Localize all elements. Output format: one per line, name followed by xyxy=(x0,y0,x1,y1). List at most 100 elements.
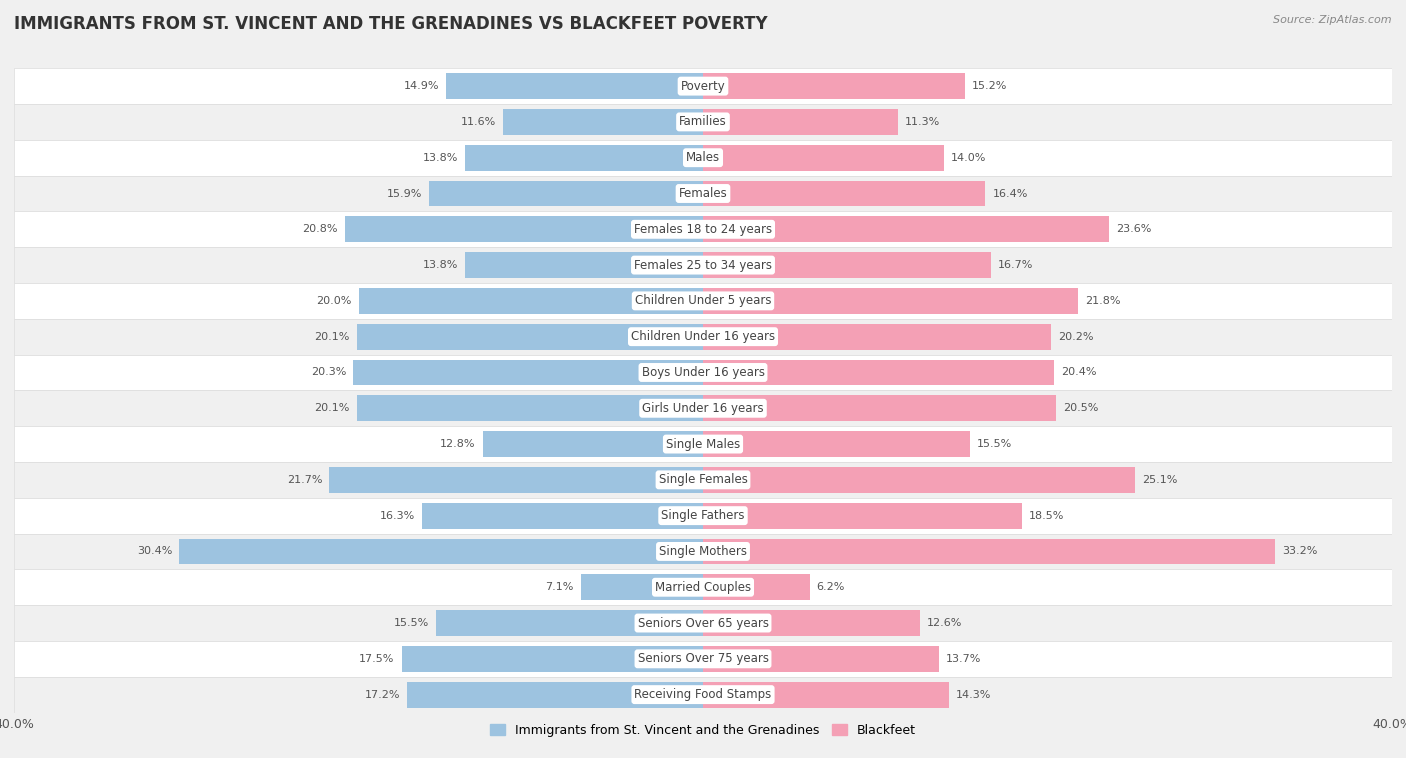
Text: Single Fathers: Single Fathers xyxy=(661,509,745,522)
Bar xyxy=(357,396,703,421)
Bar xyxy=(703,359,1054,385)
Text: 18.5%: 18.5% xyxy=(1029,511,1064,521)
Text: Source: ZipAtlas.com: Source: ZipAtlas.com xyxy=(1274,15,1392,25)
Text: 16.4%: 16.4% xyxy=(993,189,1028,199)
Bar xyxy=(581,575,703,600)
Text: Poverty: Poverty xyxy=(681,80,725,92)
Bar xyxy=(357,324,703,349)
Bar xyxy=(14,176,1392,211)
Bar xyxy=(446,74,703,99)
Bar xyxy=(703,252,991,278)
Text: 14.0%: 14.0% xyxy=(950,152,987,163)
Bar xyxy=(703,109,897,135)
Text: 20.1%: 20.1% xyxy=(315,403,350,413)
Text: Children Under 5 years: Children Under 5 years xyxy=(634,294,772,308)
Bar xyxy=(344,217,703,243)
Text: 20.5%: 20.5% xyxy=(1063,403,1098,413)
Bar xyxy=(14,390,1392,426)
Bar xyxy=(14,498,1392,534)
Bar xyxy=(14,605,1392,641)
Bar xyxy=(703,431,970,457)
Text: 20.1%: 20.1% xyxy=(315,332,350,342)
Bar xyxy=(703,539,1275,564)
Bar xyxy=(406,681,703,707)
Text: 20.8%: 20.8% xyxy=(302,224,337,234)
Bar xyxy=(703,74,965,99)
Text: 33.2%: 33.2% xyxy=(1282,547,1317,556)
Text: 14.9%: 14.9% xyxy=(404,81,440,91)
Text: 7.1%: 7.1% xyxy=(546,582,574,592)
Text: 30.4%: 30.4% xyxy=(138,547,173,556)
Text: 13.8%: 13.8% xyxy=(423,260,458,270)
Bar xyxy=(14,569,1392,605)
Bar xyxy=(14,283,1392,319)
Bar xyxy=(422,503,703,528)
Text: 12.8%: 12.8% xyxy=(440,439,475,449)
Text: 20.0%: 20.0% xyxy=(316,296,352,306)
Bar xyxy=(703,575,810,600)
Text: Boys Under 16 years: Boys Under 16 years xyxy=(641,366,765,379)
Bar xyxy=(703,288,1078,314)
Bar xyxy=(703,681,949,707)
Bar xyxy=(14,355,1392,390)
Bar xyxy=(703,324,1050,349)
Text: 21.7%: 21.7% xyxy=(287,475,322,485)
Text: 12.6%: 12.6% xyxy=(927,618,962,628)
Text: Single Females: Single Females xyxy=(658,473,748,487)
Bar xyxy=(14,641,1392,677)
Text: 20.4%: 20.4% xyxy=(1062,368,1097,377)
Bar xyxy=(465,145,703,171)
Text: Children Under 16 years: Children Under 16 years xyxy=(631,330,775,343)
Bar xyxy=(465,252,703,278)
Bar xyxy=(14,426,1392,462)
Bar xyxy=(359,288,703,314)
Bar xyxy=(482,431,703,457)
Bar xyxy=(180,539,703,564)
Text: Married Couples: Married Couples xyxy=(655,581,751,594)
Text: 21.8%: 21.8% xyxy=(1085,296,1121,306)
Text: 17.2%: 17.2% xyxy=(364,690,399,700)
Bar xyxy=(703,610,920,636)
Text: Females 25 to 34 years: Females 25 to 34 years xyxy=(634,258,772,271)
Text: Single Mothers: Single Mothers xyxy=(659,545,747,558)
Text: Seniors Over 75 years: Seniors Over 75 years xyxy=(637,653,769,666)
Bar xyxy=(429,180,703,206)
Text: 20.2%: 20.2% xyxy=(1057,332,1094,342)
Legend: Immigrants from St. Vincent and the Grenadines, Blackfeet: Immigrants from St. Vincent and the Gren… xyxy=(485,719,921,742)
Text: 13.8%: 13.8% xyxy=(423,152,458,163)
Bar xyxy=(353,359,703,385)
Text: Seniors Over 65 years: Seniors Over 65 years xyxy=(637,616,769,630)
Text: 6.2%: 6.2% xyxy=(817,582,845,592)
Bar xyxy=(14,104,1392,139)
Bar xyxy=(703,145,945,171)
Bar xyxy=(703,503,1022,528)
Bar xyxy=(703,180,986,206)
Text: Females 18 to 24 years: Females 18 to 24 years xyxy=(634,223,772,236)
Bar xyxy=(14,462,1392,498)
Text: 15.5%: 15.5% xyxy=(394,618,429,628)
Bar xyxy=(14,534,1392,569)
Text: Single Males: Single Males xyxy=(666,437,740,450)
Bar xyxy=(14,68,1392,104)
Bar xyxy=(703,646,939,672)
Text: 15.5%: 15.5% xyxy=(977,439,1012,449)
Text: 14.3%: 14.3% xyxy=(956,690,991,700)
Bar xyxy=(14,677,1392,713)
Bar xyxy=(14,247,1392,283)
Bar xyxy=(329,467,703,493)
Text: 17.5%: 17.5% xyxy=(360,654,395,664)
Bar xyxy=(14,319,1392,355)
Bar xyxy=(503,109,703,135)
Text: Females: Females xyxy=(679,187,727,200)
Bar xyxy=(402,646,703,672)
Text: Receiving Food Stamps: Receiving Food Stamps xyxy=(634,688,772,701)
Text: 25.1%: 25.1% xyxy=(1142,475,1178,485)
Text: 11.3%: 11.3% xyxy=(904,117,939,127)
Text: Girls Under 16 years: Girls Under 16 years xyxy=(643,402,763,415)
Text: 15.9%: 15.9% xyxy=(387,189,422,199)
Text: 11.6%: 11.6% xyxy=(461,117,496,127)
Text: Males: Males xyxy=(686,151,720,164)
Bar xyxy=(436,610,703,636)
Bar xyxy=(14,139,1392,176)
Text: 13.7%: 13.7% xyxy=(946,654,981,664)
